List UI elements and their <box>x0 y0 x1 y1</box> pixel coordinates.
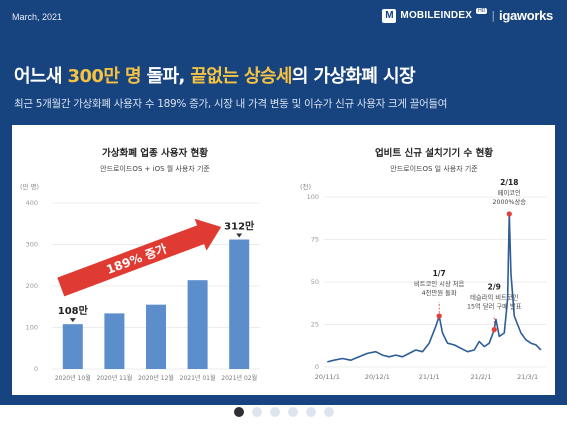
headline-part3: 의 가상화폐 시장 <box>291 66 416 87</box>
line-xtick-label: 20/11/1 <box>315 373 340 381</box>
annotation-text: 15억 달러 구매 발표 <box>467 302 522 311</box>
line-chart-unit: (천) <box>300 182 311 191</box>
annotation-text: 비트코인 시상 처음 <box>414 279 465 288</box>
mobileindex-logo-icon: M <box>382 8 397 23</box>
bar-ytick-label: 300 <box>26 241 38 249</box>
slide: March, 2021 M MOBILEINDEX HD | igaworks … <box>0 0 567 405</box>
annotation-text: 페이코인 <box>498 188 521 197</box>
headline-part1: 어느새 <box>14 66 68 87</box>
line-series <box>327 213 542 363</box>
annotation-date: 2/18 <box>500 178 518 187</box>
line-ytick-label: 75 <box>311 236 319 244</box>
bar <box>146 304 166 369</box>
line-chart-title: 업비트 신규 설치기기 수 현황 <box>375 147 493 159</box>
pager-dot[interactable] <box>323 407 334 417</box>
line-xtick-label: 21/2/1 <box>470 373 491 381</box>
bar-category-label: 2021년 02월 <box>221 374 257 382</box>
bar-ytick-label: 100 <box>26 324 38 332</box>
growth-arrow-shape <box>57 218 222 297</box>
bar-category-label: 2020년 10월 <box>55 374 91 382</box>
line-chart-subtitle: 안드로이드OS 일 사용자 기준 <box>390 164 478 173</box>
headline-highlight-users: 300만 명 <box>67 66 142 87</box>
line-xtick-label: 21/3/1 <box>517 373 538 381</box>
annotation-date: 2/9 <box>488 283 501 292</box>
headline-part2: 돌파, <box>140 66 191 87</box>
pager-dot[interactable] <box>305 407 316 417</box>
bar-value-label: 312만 <box>224 220 255 233</box>
bar-ytick-label: 400 <box>26 199 38 207</box>
pager-dot[interactable] <box>233 407 244 417</box>
bar-ytick-label: 200 <box>26 282 38 290</box>
annotation-marker <box>436 313 442 319</box>
bar-value-marker <box>236 233 243 238</box>
bar <box>62 324 83 369</box>
mobileindex-logo-text: MOBILEINDEX <box>400 10 473 21</box>
annotation-date: 1/7 <box>433 269 446 278</box>
pager-dot[interactable] <box>287 407 298 417</box>
bar-chart-unit: (만 명) <box>20 182 39 191</box>
bar-value-label: 108만 <box>58 304 89 317</box>
brand-logos: M MOBILEINDEX HD | igaworks <box>382 7 553 23</box>
slide-pager <box>0 407 567 417</box>
annotation-text: 4천만원 돌파 <box>422 288 457 297</box>
bar-category-label: 2021년 01월 <box>180 374 216 382</box>
line-xtick-label: 21/1/1 <box>419 373 440 381</box>
bar-chart-subtitle: 안드로이드OS + iOS 월 사용자 기준 <box>100 164 210 173</box>
pager-dot[interactable] <box>269 407 280 417</box>
annotation-marker <box>491 327 497 333</box>
annotation-text: 테슬라의 비트코인 <box>470 293 519 302</box>
line-xtick-label: 20/12/1 <box>365 373 390 381</box>
logo-separator: | <box>491 9 496 22</box>
bar-ytick-label: 0 <box>34 365 38 373</box>
hd-badge: HD <box>476 7 488 14</box>
igaworks-logo-text: igaworks <box>499 8 553 23</box>
line-ytick-label: 50 <box>311 278 319 286</box>
report-date: March, 2021 <box>12 12 63 22</box>
bar-category-label: 2020년 11월 <box>96 374 132 382</box>
line-ytick-label: 100 <box>307 193 319 201</box>
line-ytick-label: 25 <box>311 321 319 329</box>
line-ytick-label: 0 <box>315 363 319 371</box>
bar <box>187 280 208 369</box>
bar-category-label: 2020년 12월 <box>138 374 174 382</box>
headline-subtitle: 최근 5개월간 가상화폐 사용자 수 189% 증가, 시장 내 가격 변동 및… <box>14 98 448 110</box>
bar-value-marker <box>69 318 76 323</box>
headline: 어느새 300만 명 돌파, 끝없는 상승세의 가상화폐 시장 <box>14 62 416 88</box>
annotation-text: 2000%상승 <box>492 197 526 206</box>
pager-dot[interactable] <box>251 407 262 417</box>
headline-highlight-trend: 끝없는 상승세 <box>190 66 292 87</box>
bar <box>104 313 125 369</box>
bar <box>229 239 250 369</box>
annotation-marker <box>506 211 512 217</box>
bar-chart-title: 가상화폐 업종 사용자 현황 <box>102 147 208 159</box>
